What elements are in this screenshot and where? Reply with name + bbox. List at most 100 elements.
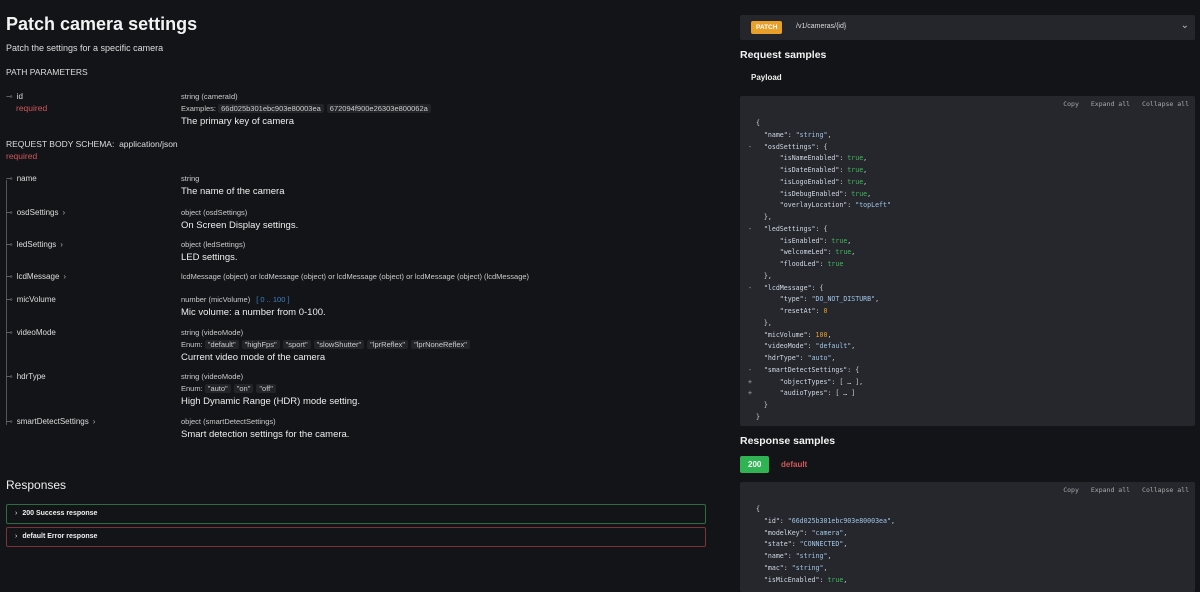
json-key: "mac": [763, 563, 784, 572]
body-schema-label: REQUEST BODY SCHEMA:: [6, 139, 115, 149]
gutter: [748, 190, 756, 198]
chevron-right-icon[interactable]: ›: [62, 208, 66, 217]
json-key: "objectTypes": [779, 377, 832, 386]
toggle-icon[interactable]: +: [748, 377, 756, 386]
enum-chip: "default": [204, 340, 239, 349]
chevron-right-icon[interactable]: ›: [92, 417, 96, 426]
json-key: "resetAt": [779, 307, 816, 315]
json-punct: ,: [843, 540, 848, 549]
code-line: },: [748, 271, 891, 283]
gutter: [748, 201, 756, 209]
code-line: "mac": "string",: [748, 563, 895, 575]
expand-all-button[interactable]: Expand all: [1090, 486, 1131, 494]
json-value: "camera": [811, 528, 844, 537]
gutter: [748, 166, 756, 174]
code-line: },: [748, 212, 891, 224]
collapse-all-button[interactable]: Collapse all: [1142, 486, 1189, 494]
collapse-all-button[interactable]: Collapse all: [1142, 100, 1189, 108]
required-label: required: [16, 103, 48, 113]
tree-branch-icon: ⊸: [6, 417, 13, 426]
param-name: micVolume: [16, 295, 56, 304]
json-punct: }: [755, 412, 760, 421]
toggle-icon[interactable]: -: [748, 365, 756, 374]
param-description: On Screen Display settings.: [181, 220, 299, 231]
code-line: "isDebugEnabled": true,: [748, 189, 891, 201]
response-tab-200[interactable]: 200: [740, 456, 770, 473]
param-description: Mic volume: a number from 0-100.: [181, 307, 326, 318]
json-key: "audioTypes": [779, 389, 828, 398]
json-punct: ,: [863, 166, 868, 174]
json-punct: ,: [827, 130, 832, 139]
json-punct: ,: [827, 552, 832, 560]
param-name: osdSettings: [16, 208, 59, 217]
page-subtitle: Patch the settings for a specific camera: [6, 43, 164, 53]
body-content-type: application/json: [119, 139, 178, 149]
chevron-right-icon[interactable]: ›: [60, 240, 63, 249]
gutter: [748, 154, 756, 162]
chevron-down-icon[interactable]: ⌄: [1180, 20, 1189, 31]
json-punct: ,: [827, 330, 832, 339]
json-key: "osdSettings": [763, 142, 816, 151]
operation-details: Patch camera settings Patch the settings…: [6, 14, 706, 547]
required-label: required: [6, 151, 38, 161]
json-value: 0: [823, 307, 828, 315]
chevron-right-icon[interactable]: ›: [63, 272, 67, 281]
code-line: "isLogoEnabled": true,: [748, 177, 891, 189]
gutter: [748, 540, 756, 548]
gutter: [748, 505, 756, 513]
json-punct: {: [755, 505, 760, 513]
code-line: "type": "DO_NOT_DISTURB",: [748, 294, 891, 306]
param-description: High Dynamic Range (HDR) mode setting.: [181, 396, 360, 407]
toggle-icon[interactable]: -: [748, 283, 756, 292]
json-key: "modelKey": [763, 528, 804, 537]
json-key: "id": [763, 516, 780, 525]
tree-branch-icon: ⊸: [6, 92, 13, 101]
json-punct: },: [763, 213, 772, 221]
json-key: "welcomeLed": [779, 248, 828, 257]
gutter: [748, 307, 756, 315]
copy-button[interactable]: Copy: [1063, 486, 1079, 494]
endpoint-bar[interactable]: PATCH /v1/cameras/{id} ⌄: [740, 15, 1195, 40]
json-punct: : {: [815, 224, 828, 233]
json-key: "smartDetectSettings": [763, 365, 848, 374]
gutter: [748, 331, 756, 339]
payload-tab[interactable]: Payload: [751, 73, 782, 82]
param-description: Smart detection settings for the camera.: [181, 429, 350, 440]
code-line: "isDateEnabled": true,: [748, 165, 891, 177]
enum-chip: "lprReflex": [367, 340, 409, 349]
enum-chip: "auto": [204, 384, 231, 393]
gutter: [748, 178, 756, 186]
json-key: "isDateEnabled": [779, 166, 840, 174]
gutter: [748, 517, 756, 525]
toggle-icon[interactable]: +: [748, 389, 756, 398]
expand-all-button[interactable]: Expand all: [1090, 100, 1131, 108]
json-punct: ,: [890, 516, 895, 525]
json-punct: ,: [831, 354, 836, 362]
json-key: "isEnabled": [779, 236, 824, 245]
gutter: [748, 342, 756, 350]
code-line: },: [748, 318, 891, 330]
json-value: true: [827, 575, 844, 584]
code-line: - "osdSettings": {: [748, 142, 891, 154]
copy-button[interactable]: Copy: [1063, 100, 1079, 108]
json-value: true: [851, 189, 868, 198]
json-value: "string": [795, 130, 828, 139]
toggle-icon[interactable]: -: [748, 224, 756, 233]
gutter: [748, 401, 756, 409]
code-line: - "lcdMessage": {: [748, 283, 891, 295]
json-punct: ,: [863, 154, 868, 163]
response-tab-default[interactable]: default: [781, 460, 808, 469]
response-200-toggle[interactable]: › 200 Success response: [6, 504, 706, 524]
chevron-right-icon: ›: [15, 533, 18, 540]
gutter: [748, 319, 756, 327]
gutter: [748, 260, 756, 268]
response-default-toggle[interactable]: › default Error response: [6, 527, 706, 547]
json-value: "auto": [807, 354, 832, 362]
json-punct: {: [755, 119, 760, 127]
example-chip: 66d025b301ebc903e80003ea: [218, 104, 324, 113]
json-value: true: [847, 166, 864, 174]
code-line: "overlayLocation": "topLeft": [748, 200, 891, 212]
gutter: [748, 131, 756, 139]
json-value: "string": [791, 563, 824, 572]
toggle-icon[interactable]: -: [748, 142, 756, 151]
